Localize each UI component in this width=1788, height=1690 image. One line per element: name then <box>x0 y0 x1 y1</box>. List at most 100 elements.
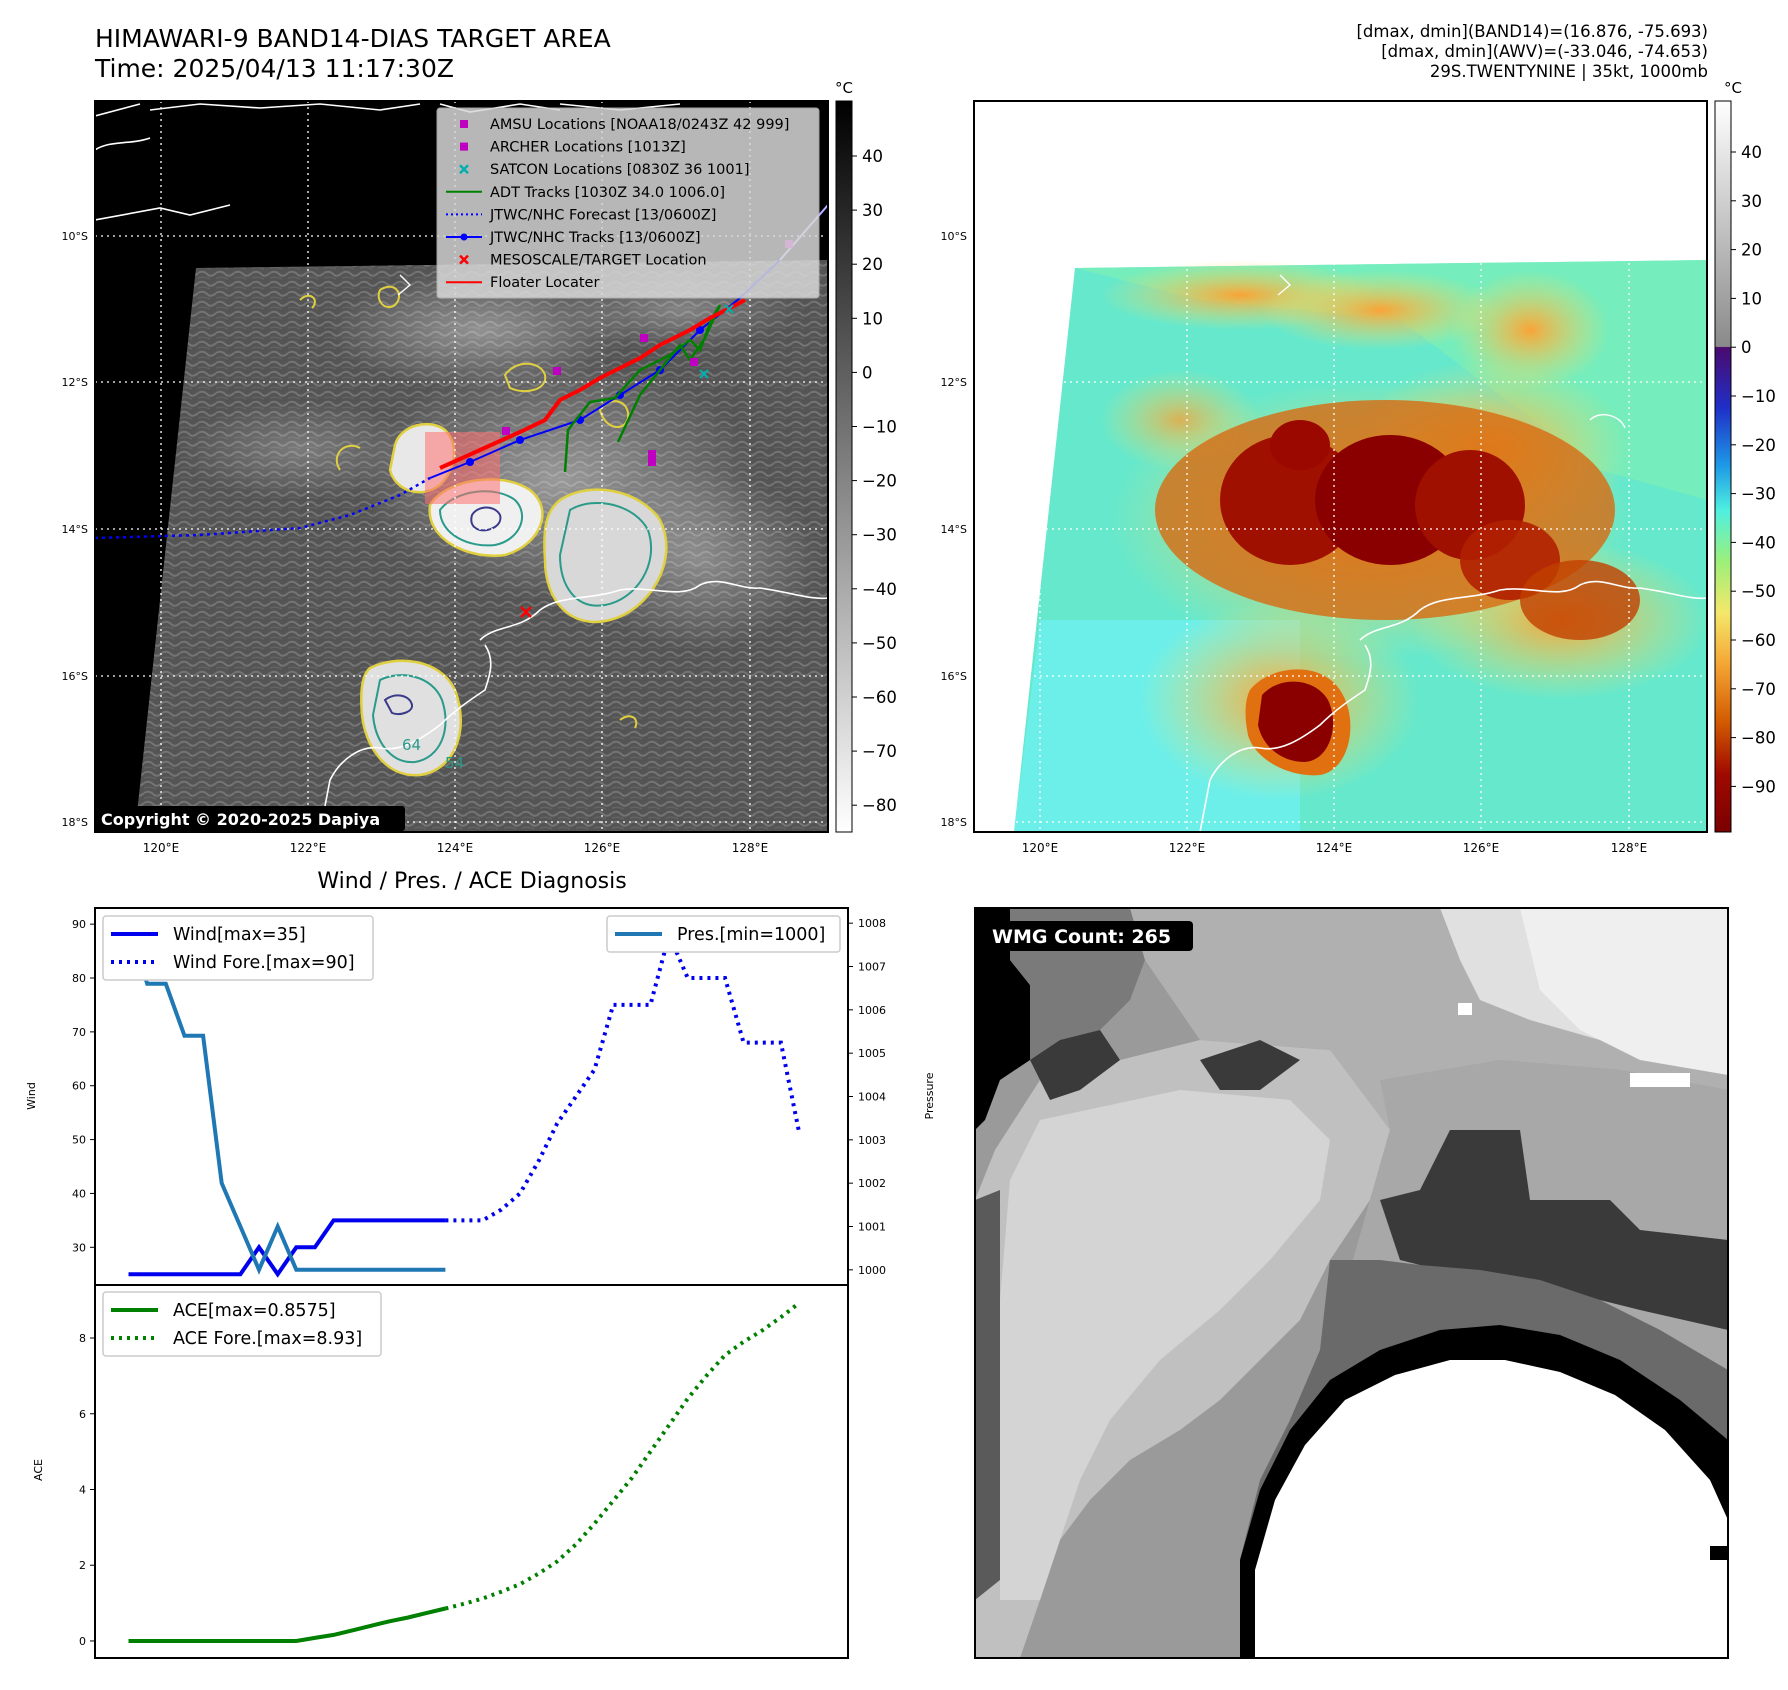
info-line-3: 29S.TWENTYNINE | 35kt, 1000mb <box>1429 62 1708 81</box>
colorbar-tick-label: −30 <box>1741 485 1776 504</box>
lat-label: 18°S <box>62 816 88 829</box>
chart-legend: Wind[max=35] Wind Fore.[max=90] <box>102 915 374 981</box>
awv-map-panel: 120°E 122°E 124°E 126°E 128°E 10°S 12°S … <box>941 79 1776 855</box>
colorbar-tick-label: −50 <box>1741 582 1776 601</box>
y2-tick-label: 1007 <box>858 961 886 974</box>
y-tick-label: 8 <box>79 1332 86 1345</box>
lon-label: 126°E <box>584 841 621 855</box>
colorbar-tick-label: 40 <box>862 147 883 166</box>
legend-marker <box>459 164 469 175</box>
copyright-text: Copyright © 2020-2025 Dapiya <box>101 810 380 829</box>
chart-legend: ACE[max=0.8575] ACE Fore.[max=8.93] <box>102 1291 382 1357</box>
title-line-2: Time: 2025/04/13 11:17:30Z <box>95 54 454 83</box>
map-legend: AMSU Locations [NOAA18/0243Z 42 999] ARCH… <box>436 107 820 299</box>
series-line <box>128 1606 446 1643</box>
colorbar-tick-label: −30 <box>862 526 897 545</box>
ir-map-lat-labels: 10°S 12°S 14°S 16°S 18°S <box>62 230 88 829</box>
lat-label: 12°S <box>62 376 88 389</box>
lat-label: 10°S <box>941 230 967 243</box>
copyright-badge <box>96 806 405 831</box>
legend-label: JTWC/NHC Tracks [13/0600Z] <box>489 230 701 246</box>
color-colorbar-unit: °C <box>1724 79 1742 97</box>
info-line-1: [dmax, dmin](BAND14)=(16.876, -75.693) <box>1356 22 1708 41</box>
legend-label: ARCHER Locations [1013Z] <box>490 140 686 156</box>
info-line-2: [dmax, dmin](AWV)=(-33.046, -74.653) <box>1381 42 1708 61</box>
satcon-points <box>699 304 734 379</box>
y-tick-label: 4 <box>79 1483 86 1496</box>
lon-label: 128°E <box>1611 841 1648 855</box>
ace-axis-label: ACE <box>32 1459 45 1481</box>
colorbar-tick-label: −70 <box>1741 680 1776 699</box>
colorbar-tick-label: −40 <box>862 580 897 599</box>
legend-marker <box>459 254 469 265</box>
legend-marker <box>460 142 468 151</box>
wmg-badge <box>985 921 1193 951</box>
diagnosis-title: Wind / Pres. / ACE Diagnosis <box>317 869 626 894</box>
colorbar-tick-label: −90 <box>1741 777 1776 796</box>
colorbar-tick-label: 0 <box>1741 338 1752 357</box>
wmg-count: WMG Count: 265 <box>992 926 1171 948</box>
chart-legend: Pres.[min=1000] <box>606 915 841 953</box>
y-tick-label: 6 <box>79 1408 86 1421</box>
pressure-axis-label: Pressure <box>923 1072 936 1119</box>
y2-tick-label: 1003 <box>858 1134 886 1147</box>
gray-colorbar-ticks: 40 30 20 10 0 −10 −20 −30 −40 −50 −60 −70 −80 <box>852 147 897 815</box>
title-line-1: HIMAWARI-9 BAND14-DIAS TARGET AREA <box>95 24 611 53</box>
legend-item: AMSU Locations [NOAA18/0243Z 42 999] <box>460 117 789 133</box>
lat-label: 16°S <box>941 670 967 683</box>
legend-label: SATCON Locations [0830Z 36 1001] <box>490 162 749 178</box>
wind-axis-label: Wind <box>25 1082 38 1110</box>
awv-map-frame <box>973 100 1708 833</box>
lon-label: 128°E <box>732 841 769 855</box>
legend-item: JTWC/NHC Tracks [13/0600Z] <box>446 230 701 246</box>
legend-label: Wind[max=35] <box>173 925 306 945</box>
colorbar-tick-label: −10 <box>1741 387 1776 406</box>
y-tick-label: 40 <box>72 1187 86 1200</box>
lat-label: 16°S <box>62 670 88 683</box>
target-location <box>520 606 532 618</box>
contour-label-54: 54 <box>445 754 464 772</box>
legend-item: MESOSCALE/TARGET Location <box>459 253 707 269</box>
floater-box <box>425 432 500 504</box>
lon-label: 120°E <box>1022 841 1059 855</box>
ir-map-frame <box>94 100 829 833</box>
colorbar-tick-label: −60 <box>862 688 897 707</box>
y2-tick-label: 1000 <box>858 1264 886 1277</box>
colorbar-tick-label: −50 <box>862 634 897 653</box>
y-tick-label: 2 <box>79 1559 86 1572</box>
legend-label: ADT Tracks [1030Z 34.0 1006.0] <box>490 185 725 201</box>
colorbar-tick-label: 40 <box>1741 143 1762 162</box>
y-tick-label: 90 <box>72 918 86 931</box>
colorbar-tick-label: 20 <box>862 255 883 274</box>
legend-marker <box>460 120 468 128</box>
colorbar-tick-label: −80 <box>862 796 897 815</box>
awv-map-lon-labels: 120°E 122°E 124°E 126°E 128°E <box>1022 841 1648 855</box>
legend-label: ACE Fore.[max=8.93] <box>173 1329 362 1349</box>
colorbar-tick-label: 10 <box>1741 289 1762 308</box>
y2-tick-label: 1006 <box>858 1004 886 1017</box>
color-colorbar-ticks: 40 30 20 10 0 −10 −20 −30 −40 −50 −60 −70 −80 −90 <box>1731 143 1776 796</box>
forecast-track <box>95 476 431 540</box>
gray-colorbar <box>835 100 853 833</box>
floater-locator-track <box>439 298 746 470</box>
lon-label: 126°E <box>1463 841 1500 855</box>
y2-tick-label: 1001 <box>858 1221 886 1234</box>
colorbar-tick-label: −20 <box>862 472 897 491</box>
legend-label: JTWC/NHC Forecast [13/0600Z] <box>489 207 716 223</box>
y-tick-label: 0 <box>79 1635 86 1648</box>
colorbar-tick-label: −20 <box>1741 436 1776 455</box>
colorbar-tick-label: 10 <box>862 309 883 328</box>
legend-item: Floater Locater <box>446 275 599 291</box>
series-line <box>445 928 802 1223</box>
colorbar-tick-label: 0 <box>862 363 873 382</box>
storm-info: [dmax, dmin](BAND14)=(16.876, -75.693) [… <box>1008 22 1708 82</box>
ir-map-lon-labels: 120°E 122°E 124°E 126°E 128°E <box>143 841 769 855</box>
y2-tick-label: 1002 <box>858 1177 886 1190</box>
legend-label: Floater Locater <box>490 275 599 291</box>
y-tick-label: 50 <box>72 1134 86 1147</box>
y-tick-label: 70 <box>72 1026 86 1039</box>
y-tick-label: 30 <box>72 1241 86 1254</box>
series-line <box>128 1218 446 1278</box>
series-line <box>126 922 446 1275</box>
